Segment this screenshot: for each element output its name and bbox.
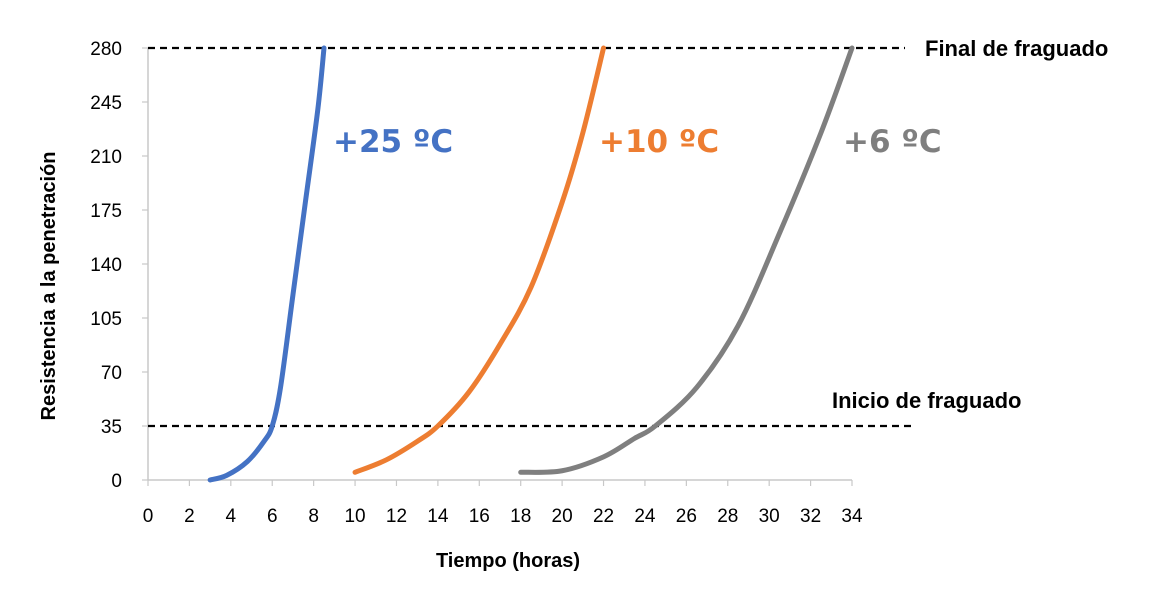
x-tick-label: 24 bbox=[634, 506, 656, 527]
labels: Final de fraguado Inicio de fraguado +25 º… bbox=[333, 36, 1108, 413]
x-tick-label: 18 bbox=[510, 506, 531, 527]
x-tick-label: 6 bbox=[267, 506, 278, 527]
axes: 0 2 4 6 8 10 12 14 16 18 20 22 24 26 28 30 32 34035701051… bbox=[38, 39, 863, 572]
x-tick-label: 28 bbox=[717, 506, 738, 527]
x-tick-label: 4 bbox=[226, 506, 237, 527]
y-tick-label: 105 bbox=[90, 309, 122, 330]
series-line-1 bbox=[207, 45, 327, 483]
x-tick-label: 30 bbox=[759, 506, 780, 527]
series-line-2 bbox=[352, 45, 607, 475]
x-tick-label: 14 bbox=[427, 506, 449, 527]
x-tick-label: 8 bbox=[308, 506, 319, 527]
reference-line-label: Inicio de fraguado bbox=[832, 388, 1021, 413]
reference-lines bbox=[148, 46, 912, 428]
x-tick-label: 12 bbox=[386, 506, 407, 527]
x-tick-label: 2 bbox=[184, 506, 195, 527]
y-tick-label: 175 bbox=[90, 201, 122, 222]
series-label: +10 ºC bbox=[599, 124, 719, 160]
series-label: +25 ºC bbox=[333, 124, 453, 160]
y-tick-label: 35 bbox=[101, 417, 122, 438]
y-tick-label: 140 bbox=[90, 255, 122, 276]
series-label: +6 ºC bbox=[843, 124, 942, 160]
y-tick-label: 280 bbox=[90, 39, 122, 60]
x-tick-label: 16 bbox=[469, 506, 490, 527]
x-tick-label: 26 bbox=[676, 506, 697, 527]
y-tick-label: 0 bbox=[111, 471, 122, 492]
x-tick-label: 32 bbox=[800, 506, 821, 527]
x-axis-title: Tiempo (horas) bbox=[436, 550, 580, 572]
reference-line-label: Final de fraguado bbox=[925, 36, 1108, 61]
series-line-3 bbox=[518, 45, 855, 475]
y-axis-title: Resistencia a la penetración bbox=[38, 151, 60, 420]
y-tick-label: 245 bbox=[90, 93, 122, 114]
x-tick-label: 10 bbox=[344, 506, 365, 527]
x-tick-label: 20 bbox=[552, 506, 573, 527]
x-tick-label: 0 bbox=[143, 506, 154, 527]
y-tick-label: 70 bbox=[101, 363, 122, 384]
x-tick-label: 22 bbox=[593, 506, 614, 527]
series-lines bbox=[207, 45, 855, 483]
y-tick-label: 210 bbox=[90, 147, 122, 168]
x-tick-label: 34 bbox=[841, 506, 863, 527]
